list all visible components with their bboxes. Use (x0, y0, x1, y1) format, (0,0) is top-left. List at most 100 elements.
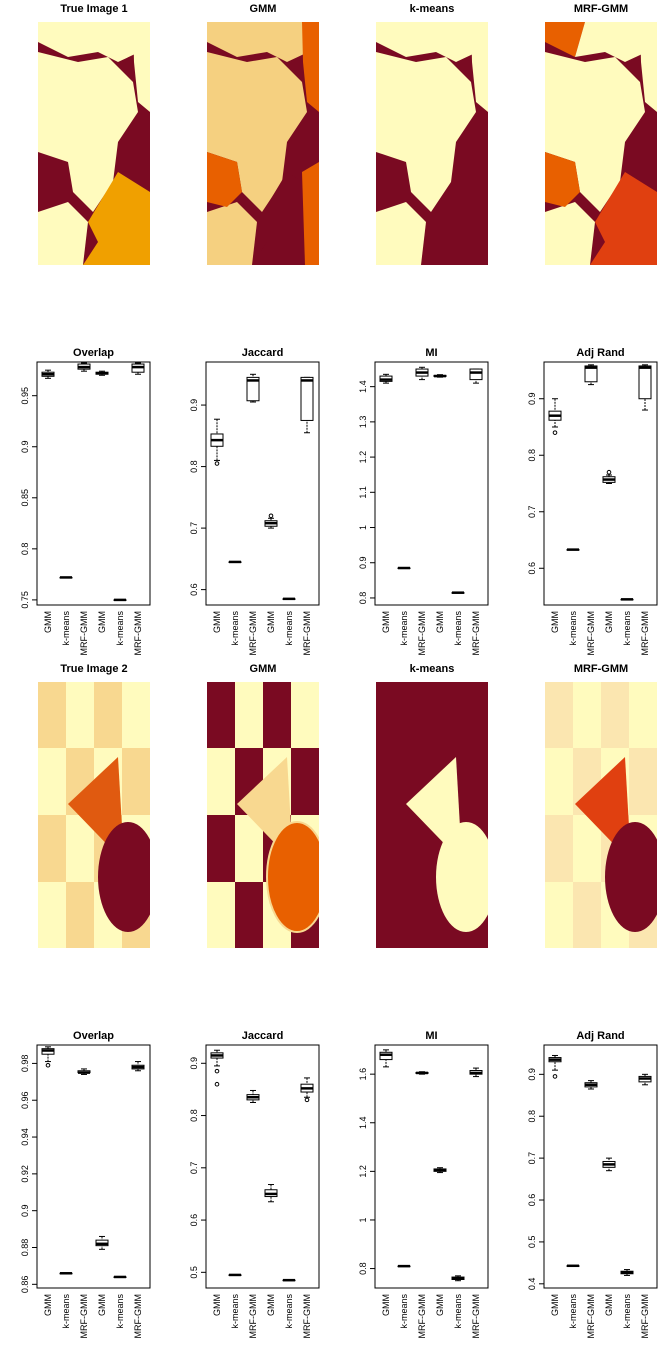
figure: True Image 1GMMk-meansMRF-GMMOverlap0.75… (0, 0, 661, 1355)
y-tick-label: 0.7 (189, 522, 199, 535)
x-tick-label: k-means (453, 611, 463, 646)
y-tick-label: 1.2 (358, 451, 368, 464)
y-tick-label: 1.4 (358, 1117, 368, 1130)
segmentation-image (207, 22, 319, 265)
panel-title: True Image 1 (60, 3, 127, 15)
y-tick-label: 0.85 (20, 489, 30, 507)
x-tick-label: MRF-GMM (133, 1294, 143, 1339)
x-tick-label: k-means (115, 1294, 125, 1329)
outlier (215, 462, 219, 466)
y-tick-label: 1 (358, 525, 368, 530)
y-tick-label: 0.75 (20, 591, 30, 609)
plot-frame (375, 362, 488, 605)
y-tick-label: 1.4 (358, 380, 368, 393)
segmentation-image (376, 682, 496, 948)
outlier (553, 431, 557, 435)
outlier (553, 1075, 557, 1079)
panel-title: k-means (410, 3, 455, 15)
x-tick-label: k-means (284, 1294, 294, 1329)
segmentation-image (376, 22, 488, 265)
plot-frame (37, 1045, 150, 1288)
x-tick-label: MRF-GMM (640, 1294, 650, 1339)
x-tick-label: GMM (212, 1294, 222, 1316)
x-tick-label: MRF-GMM (417, 611, 427, 656)
y-tick-label: 0.88 (20, 1239, 30, 1257)
segmentation-image (545, 682, 661, 948)
panel-title: GMM (250, 663, 277, 675)
y-tick-label: 0.5 (189, 1266, 199, 1279)
x-tick-label: k-means (61, 1294, 71, 1329)
x-tick-label: GMM (266, 1294, 276, 1316)
x-tick-label: GMM (381, 1294, 391, 1316)
x-tick-label: MRF-GMM (302, 1294, 312, 1339)
y-tick-label: 0.95 (20, 387, 30, 405)
y-tick-label: 0.6 (527, 562, 537, 575)
outlier (215, 1082, 219, 1086)
y-tick-label: 0.92 (20, 1165, 30, 1183)
x-tick-label: MRF-GMM (586, 611, 596, 656)
x-tick-label: k-means (568, 611, 578, 646)
y-tick-label: 1.2 (358, 1165, 368, 1178)
x-tick-label: MRF-GMM (586, 1294, 596, 1339)
y-tick-label: 0.9 (20, 440, 30, 453)
panel-title: Jaccard (242, 1030, 284, 1042)
y-tick-label: 0.4 (527, 1278, 537, 1291)
x-tick-label: MRF-GMM (471, 1294, 481, 1339)
panel-title: GMM (250, 3, 277, 15)
x-tick-label: MRF-GMM (79, 611, 89, 656)
y-tick-label: 0.9 (189, 1057, 199, 1070)
y-tick-label: 0.8 (189, 460, 199, 473)
panel-title: MI (425, 1030, 437, 1042)
y-tick-label: 0.8 (20, 543, 30, 556)
panel-title: Adj Rand (576, 347, 624, 359)
y-tick-label: 0.96 (20, 1091, 30, 1109)
x-tick-label: k-means (622, 1294, 632, 1329)
x-tick-label: MRF-GMM (248, 1294, 258, 1339)
y-tick-label: 0.8 (527, 1110, 537, 1123)
y-tick-label: 0.86 (20, 1276, 30, 1294)
x-tick-label: k-means (622, 611, 632, 646)
x-tick-label: MRF-GMM (133, 611, 143, 656)
box (301, 377, 313, 420)
y-tick-label: 0.8 (527, 449, 537, 462)
x-tick-label: GMM (381, 611, 391, 633)
x-tick-label: k-means (61, 611, 71, 646)
panel-title: k-means (410, 663, 455, 675)
x-tick-label: MRF-GMM (248, 611, 258, 656)
y-tick-label: 0.9 (527, 1068, 537, 1081)
x-tick-label: GMM (43, 1294, 53, 1316)
plot-frame (206, 1045, 319, 1288)
segmentation-image (545, 22, 657, 265)
panel-title: MRF-GMM (574, 663, 628, 675)
x-tick-label: k-means (230, 1294, 240, 1329)
panel-title: MI (425, 347, 437, 359)
x-tick-label: GMM (97, 611, 107, 633)
x-tick-label: k-means (399, 1294, 409, 1329)
outlier (269, 514, 273, 518)
y-tick-label: 0.6 (189, 583, 199, 596)
y-tick-label: 1 (358, 1217, 368, 1222)
x-tick-label: MRF-GMM (79, 1294, 89, 1339)
y-tick-label: 0.9 (189, 399, 199, 412)
x-tick-label: GMM (43, 611, 53, 633)
panel-title: True Image 2 (60, 663, 127, 675)
y-tick-label: 0.7 (527, 1152, 537, 1165)
y-tick-label: 0.9 (358, 556, 368, 569)
segmentation-image (207, 682, 327, 948)
y-tick-label: 0.6 (527, 1194, 537, 1207)
x-tick-label: k-means (115, 611, 125, 646)
x-tick-label: GMM (604, 611, 614, 633)
y-tick-label: 1.1 (358, 486, 368, 499)
segmentation-image (38, 682, 158, 948)
panel-title: Jaccard (242, 347, 284, 359)
x-tick-label: GMM (435, 611, 445, 633)
x-tick-label: k-means (568, 1294, 578, 1329)
x-tick-label: k-means (230, 611, 240, 646)
y-tick-label: 0.7 (527, 505, 537, 518)
y-tick-label: 0.98 (20, 1055, 30, 1073)
y-tick-label: 0.8 (189, 1109, 199, 1122)
y-tick-label: 0.7 (189, 1162, 199, 1175)
panel-title: MRF-GMM (574, 3, 628, 15)
y-tick-label: 0.9 (20, 1204, 30, 1217)
x-tick-label: k-means (399, 611, 409, 646)
